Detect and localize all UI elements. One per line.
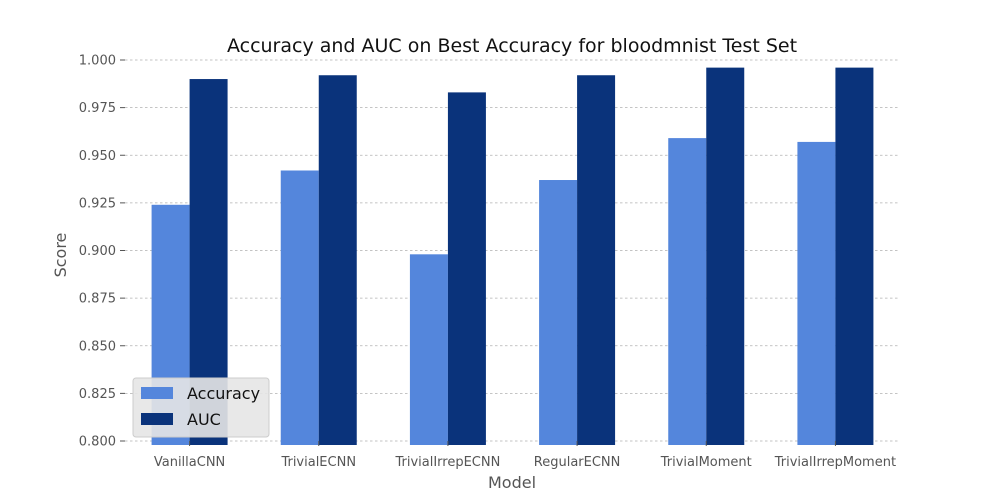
y-tick-label: 1.000	[79, 54, 116, 69]
y-tick-label: 0.825	[79, 387, 116, 402]
legend-swatch-accuracy	[141, 387, 173, 399]
y-tick-label: 0.900	[79, 244, 116, 259]
bar-accuracy-trivialecnn	[280, 170, 319, 446]
x-tick-label: VanillaCNN	[154, 455, 225, 470]
x-tick-label: TrivialIrrepECNN	[394, 455, 500, 470]
legend: Accuracy AUC	[132, 377, 270, 438]
x-tick-label: TrivialMoment	[660, 455, 752, 470]
legend-swatch-auc	[141, 413, 173, 425]
y-axis-label: Score	[51, 233, 70, 278]
x-tick-label: TrivialECNN	[280, 455, 356, 470]
legend-label-accuracy: Accuracy	[187, 384, 260, 403]
bar-auc-regularecnn	[577, 75, 616, 446]
y-tick-label: 0.875	[79, 292, 116, 307]
y-tick-label: 0.850	[79, 339, 116, 354]
x-axis: VanillaCNN TrivialECNN TrivialIrrepECNN Reg…	[154, 441, 896, 470]
x-tick-label: TrivialIrrepMoment	[774, 455, 896, 470]
x-tick-label: RegularECNN	[534, 455, 621, 470]
bar-auc-trivialmoment	[706, 67, 745, 446]
bar-accuracy-regularecnn	[539, 180, 578, 445]
chart-title: Accuracy and AUC on Best Accuracy for bl…	[227, 35, 797, 57]
bar-auc-trivialecnn	[318, 75, 357, 446]
bar-auc-trivialirrepmoment	[835, 67, 874, 446]
bar-accuracy-trivialmoment	[668, 138, 707, 446]
y-tick-label: 0.975	[79, 101, 116, 116]
y-axis: 0.800 0.825 0.850 0.875 0.900 0.925 0.950 0.975…	[79, 54, 125, 450]
x-axis-label: Model	[488, 473, 536, 492]
bar-accuracy-trivialirrepecnn	[409, 254, 448, 445]
y-tick-label: 0.950	[79, 149, 116, 164]
y-tick-label: 0.925	[79, 196, 116, 211]
bar-accuracy-trivialirrepmoment	[797, 141, 836, 446]
bar-auc-trivialirrepecnn	[447, 92, 486, 445]
y-tick-label: 0.800	[79, 435, 116, 450]
legend-label-auc: AUC	[187, 410, 221, 429]
gridlines	[125, 59, 900, 442]
bars	[151, 67, 874, 446]
